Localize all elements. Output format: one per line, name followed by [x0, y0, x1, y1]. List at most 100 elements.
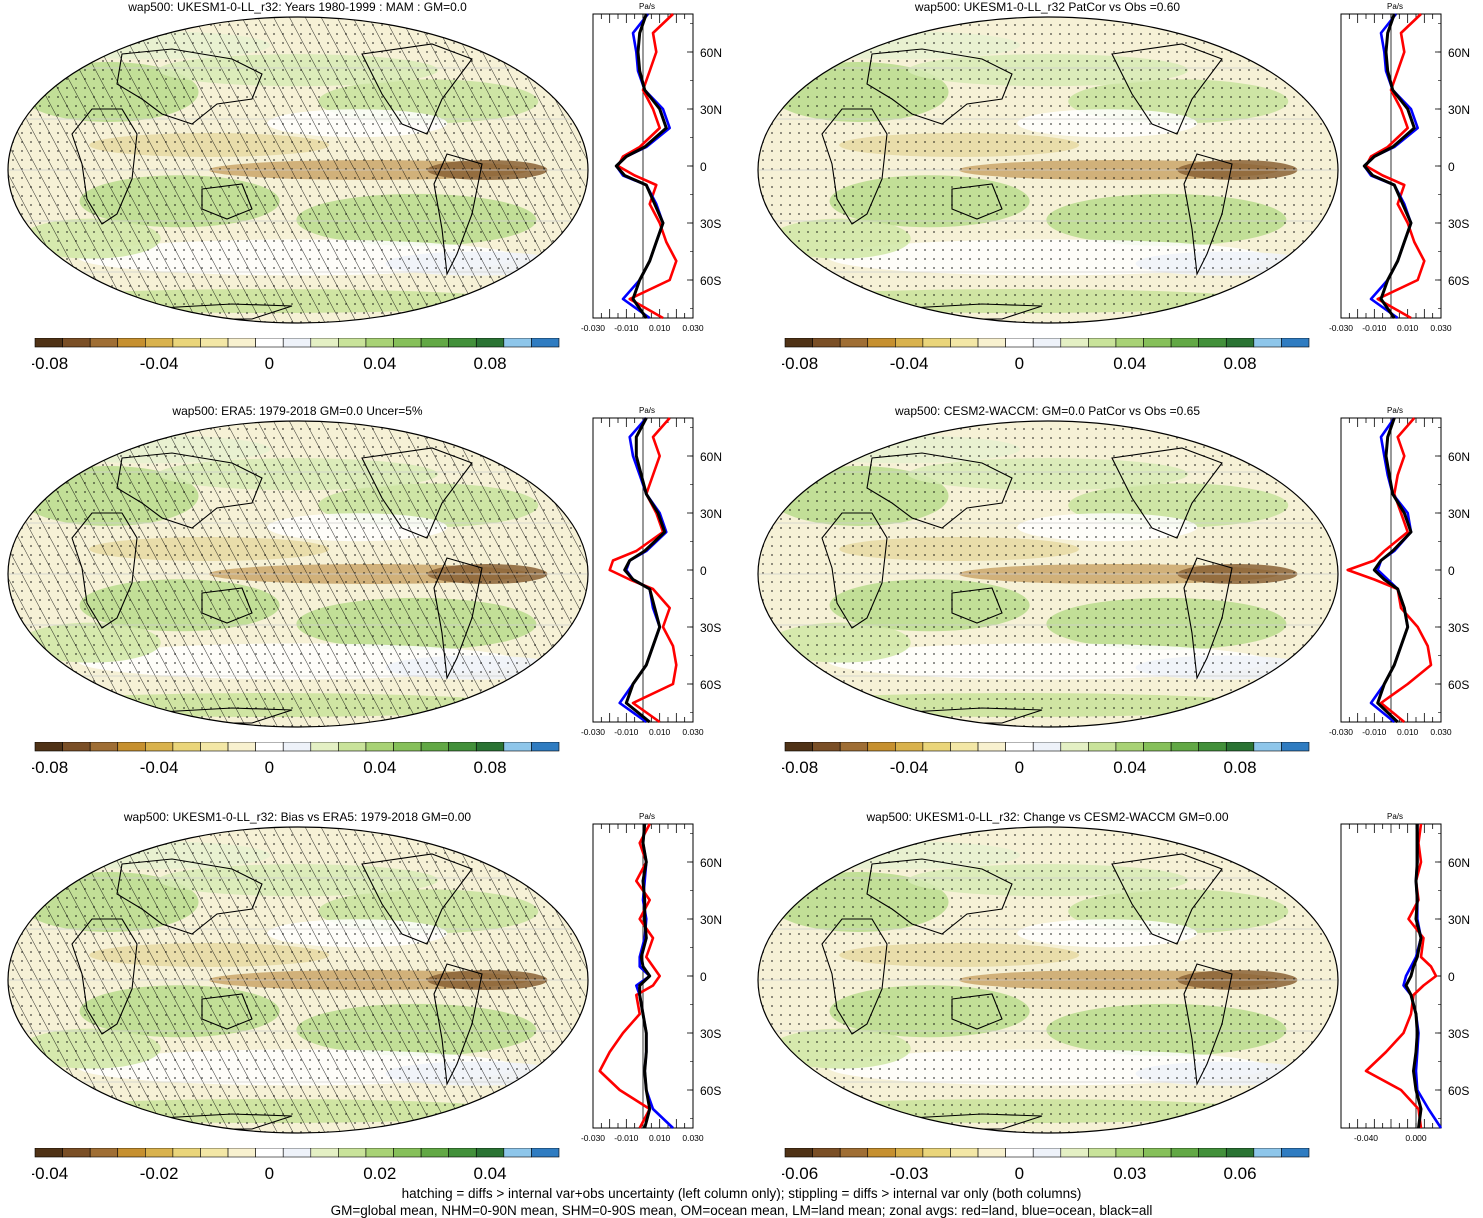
colorbar-tick-label: 0.04	[1113, 354, 1146, 373]
zonal-unit-label: Pa/s	[639, 2, 655, 11]
zonal-series-all	[1372, 417, 1413, 724]
colorbar-swatch	[1005, 1148, 1034, 1158]
coastline	[201, 587, 253, 624]
zonal-x-tick-label: 0.010	[1397, 323, 1419, 333]
colorbar-swatch	[448, 1148, 477, 1158]
colorbar-swatch	[812, 742, 841, 752]
colorbar-tick-label: 0	[1015, 354, 1024, 373]
colorbar-tick-label: -0.08	[32, 354, 68, 373]
colorbar-swatch	[475, 742, 505, 752]
coastline	[361, 43, 473, 135]
colorbar-swatch	[200, 1148, 229, 1158]
colorbar-swatch	[172, 338, 201, 348]
zonal-lat-label: 0	[700, 564, 707, 578]
colorbar-swatch	[62, 1148, 91, 1158]
zonal-lat-label: 60N	[1448, 856, 1470, 870]
colorbar-swatch	[784, 742, 813, 752]
colorbar-swatch	[62, 338, 91, 348]
zonal-x-tick-label: -0.030	[581, 727, 605, 737]
zonal-lat-label: 60S	[1448, 274, 1469, 288]
zonal-lat-label: 30S	[700, 217, 721, 231]
colorbar-swatch	[1005, 338, 1034, 348]
colorbar-swatch	[503, 742, 532, 752]
zonal-lat-label: 30S	[700, 621, 721, 635]
panel-title: wap500: UKESM1-0-LL_r32: Change vs CESM2…	[866, 810, 1229, 824]
colorbar-swatch	[255, 1148, 284, 1158]
colorbar-swatch	[34, 742, 63, 752]
colorbar-tick-label: -0.03	[890, 1164, 929, 1183]
colorbar: -0.06 -0.03 0 0.03 0.06	[782, 1148, 1310, 1183]
colorbar-swatch	[448, 742, 477, 752]
colorbar-swatch	[117, 338, 146, 348]
colorbar-swatch	[1060, 1148, 1089, 1158]
zonal-x-tick-label: -0.010	[614, 323, 638, 333]
colorbar-swatch	[420, 742, 449, 752]
zonal-mean-plot: Pa/s 60N 30N 0 30S 60S -0.030 -0.010 0.010 0.030	[581, 812, 722, 1143]
colorbar-swatch	[34, 338, 63, 348]
map-border	[757, 420, 1339, 728]
colorbar-swatch	[531, 742, 560, 752]
colorbar-swatch	[1115, 742, 1144, 752]
colorbar-swatch	[867, 338, 896, 348]
colorbar-tick-label: 0.04	[363, 758, 396, 777]
map-field	[8, 827, 588, 1133]
map-field	[8, 17, 588, 323]
colorbar: -0.08 -0.04 0 0.04 0.08	[32, 338, 560, 373]
zonal-series-land	[1346, 417, 1433, 724]
zonal-x-tick-label: 0.000	[1405, 1133, 1427, 1143]
panel-title: wap500: ERA5: 1979-2018 GM=0.0 Uncer=5%	[172, 404, 423, 418]
colorbar-swatch	[1032, 742, 1062, 752]
colorbar-swatch	[1143, 338, 1172, 348]
zonal-x-tick-label: -0.040	[1354, 1133, 1378, 1143]
zonal-lat-label: 30S	[1448, 217, 1469, 231]
colorbar-swatch	[503, 338, 532, 348]
colorbar-swatch	[895, 1148, 924, 1158]
panel-title: wap500: CESM2-WACCM: GM=0.0 PatCor vs Ob…	[895, 404, 1200, 418]
colorbar-swatch	[839, 1148, 869, 1158]
map-field	[8, 421, 588, 727]
map-border	[7, 16, 589, 324]
zonal-x-tick-label: 0.030	[1430, 323, 1452, 333]
colorbar-swatch	[784, 1148, 813, 1158]
global-map	[757, 420, 1339, 728]
colorbar-tick-label: -0.04	[140, 354, 179, 373]
zonal-x-tick-label: -0.010	[1362, 323, 1386, 333]
colorbar-swatch	[227, 742, 256, 752]
zonal-x-tick-label: 0.010	[1397, 727, 1419, 737]
colorbar-swatch	[365, 338, 394, 348]
coastline	[866, 48, 1013, 125]
zonal-mean-plot: Pa/s 60N 30N 0 30S 60S -0.030 -0.010 0.010 0.030	[1329, 2, 1470, 333]
zonal-lat-label: 30N	[700, 507, 722, 521]
coastline	[951, 587, 1003, 624]
colorbar-swatch	[950, 1148, 979, 1158]
colorbar-swatch	[1115, 338, 1144, 348]
panel-title: wap500: UKESM1-0-LL_r32 PatCor vs Obs =0…	[914, 0, 1181, 14]
zonal-mean-plot: Pa/s 60N 30N 0 30S 60S -0.030 -0.010 0.010 0.030	[1329, 406, 1470, 737]
colorbar-tick-label: 0	[1015, 1164, 1024, 1183]
colorbar-swatch	[531, 1148, 560, 1158]
map-field	[758, 421, 1338, 727]
colorbar-swatch	[172, 742, 201, 752]
zonal-unit-label: Pa/s	[1387, 812, 1403, 821]
colorbar-swatch	[839, 338, 869, 348]
zonal-x-tick-label: 0.010	[649, 727, 671, 737]
map-border	[757, 16, 1339, 324]
colorbar-swatch	[1032, 1148, 1062, 1158]
zonal-unit-label: Pa/s	[1387, 406, 1403, 415]
zonal-x-tick-label: -0.030	[1329, 727, 1353, 737]
colorbar-swatch	[1088, 338, 1117, 348]
colorbar-swatch	[365, 742, 394, 752]
colorbar-swatch	[1281, 742, 1310, 752]
colorbar-swatch	[1198, 742, 1227, 752]
coastline	[433, 963, 483, 1086]
colorbar-swatch	[89, 338, 119, 348]
zonal-unit-label: Pa/s	[639, 406, 655, 415]
coastline	[1111, 447, 1223, 539]
zonal-x-tick-label: 0.030	[682, 323, 704, 333]
coastline	[361, 853, 473, 945]
colorbar-swatch	[922, 742, 951, 752]
zonal-lat-label: 60N	[700, 46, 722, 60]
colorbar-tick-label: 0	[265, 354, 274, 373]
colorbar-tick-label: 0	[1015, 758, 1024, 777]
colorbar-swatch	[812, 338, 841, 348]
